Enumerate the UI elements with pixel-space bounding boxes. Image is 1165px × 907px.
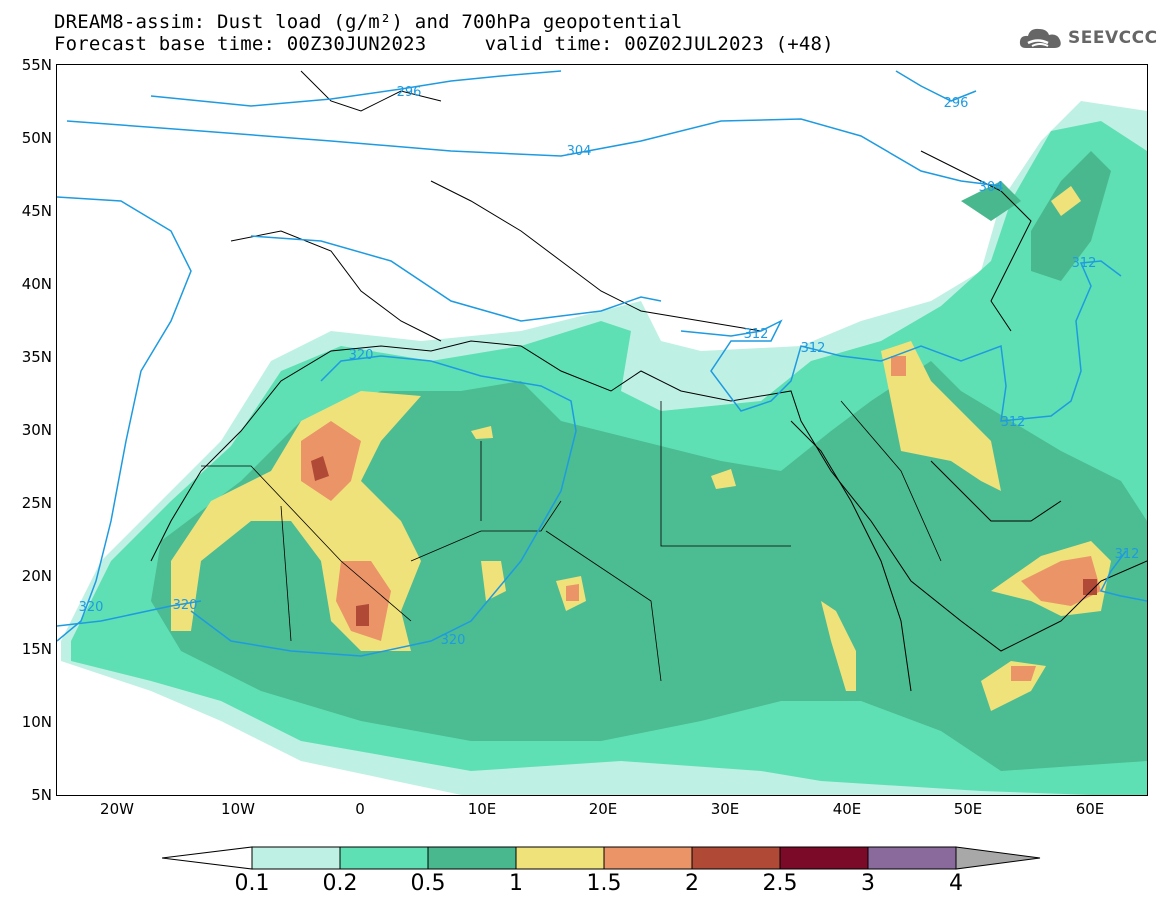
colorbar-segment-under: [162, 846, 253, 870]
lat-label-10n: 10N: [21, 713, 52, 731]
dust-field-level-3: [151, 151, 1147, 771]
colorbar-segment-2: [339, 846, 429, 870]
contour-label-296-east: 296: [944, 96, 969, 111]
colorbar-segment-8: [867, 846, 957, 870]
dust-load-map: 296 304 312 320 296 304 312 312 312 312 …: [56, 64, 1148, 796]
colorbar-segment-3: [427, 846, 517, 870]
forecast-time-subtitle: Forecast base time: 00Z30JUN2023 valid t…: [54, 33, 834, 55]
colorbar: [162, 846, 1041, 870]
dust-field-level-5: [301, 356, 1101, 681]
colorbar-segment-7: [779, 846, 869, 870]
logo-text: SEEVCCC: [1068, 28, 1158, 48]
colorbar-label-4: 4: [949, 871, 963, 896]
contour-label-312-iran: 312: [1001, 415, 1026, 430]
map-canvas: 296 304 312 320 296 304 312 312 312 312 …: [57, 70, 1147, 795]
lon-label-60e: 60E: [1075, 800, 1105, 818]
colorbar-segment-6: [691, 846, 781, 870]
colorbar-label-0-5: 0.5: [410, 871, 446, 896]
contour-label-304-west: 304: [567, 144, 592, 159]
seevccc-logo: SEEVCCC: [1018, 24, 1158, 52]
lat-label-40n: 40N: [21, 275, 52, 293]
colorbar-label-1-5: 1.5: [586, 871, 622, 896]
contour-label-320-atlantic: 320: [79, 600, 104, 615]
contour-label-320-north: 320: [349, 348, 374, 363]
map-title: DREAM8-assim: Dust load (g/m²) and 700hP…: [54, 11, 683, 33]
lon-label-30e: 30E: [710, 800, 740, 818]
colorbar-segment-over: [955, 846, 1041, 870]
colorbar-label-0-2: 0.2: [322, 871, 358, 896]
lat-label-55n: 55N: [21, 56, 52, 74]
colorbar-label-2: 2: [685, 871, 699, 896]
contour-label-312-levant: 312: [801, 341, 826, 356]
lat-label-15n: 15N: [21, 640, 52, 658]
lon-label-10e: 10E: [467, 800, 497, 818]
lat-label-20n: 20N: [21, 567, 52, 585]
contour-label-320-senegal: 320: [173, 598, 198, 613]
country-borders: [201, 400, 942, 682]
lat-label-30n: 30N: [21, 421, 52, 439]
lat-label-50n: 50N: [21, 129, 52, 147]
contour-label-312-caspian: 312: [1072, 256, 1097, 271]
lon-label-40e: 40E: [832, 800, 862, 818]
dust-field-level-6: [311, 456, 1097, 626]
lon-label-20w: 20W: [100, 800, 134, 818]
lat-label-5n: 5N: [31, 786, 52, 804]
colorbar-segment-5: [603, 846, 693, 870]
geopotential-contours: [57, 70, 1147, 657]
colorbar-label-0-1: 0.1: [234, 871, 270, 896]
colorbar-label-2-5: 2.5: [762, 871, 798, 896]
contour-label-296-west: 296: [397, 85, 422, 100]
contour-label-312-cyprus: 312: [744, 327, 769, 342]
cloud-icon: [1019, 28, 1061, 48]
contour-label-304-east: 304: [979, 180, 1004, 195]
lat-label-45n: 45N: [21, 202, 52, 220]
lat-label-35n: 35N: [21, 348, 52, 366]
lon-label-50e: 50E: [953, 800, 983, 818]
contour-label-320-chad: 320: [441, 633, 466, 648]
colorbar-label-1: 1: [509, 871, 523, 896]
colorbar-segment-1: [251, 846, 341, 870]
colorbar-segment-4: [515, 846, 605, 870]
lon-label-0: 0: [355, 800, 365, 818]
lon-label-20e: 20E: [588, 800, 618, 818]
colorbar-label-3: 3: [861, 871, 875, 896]
coastlines: [150, 70, 1147, 692]
lat-label-25n: 25N: [21, 494, 52, 512]
lon-label-10w: 10W: [221, 800, 255, 818]
contour-label-312-arabia: 312: [1115, 547, 1140, 562]
